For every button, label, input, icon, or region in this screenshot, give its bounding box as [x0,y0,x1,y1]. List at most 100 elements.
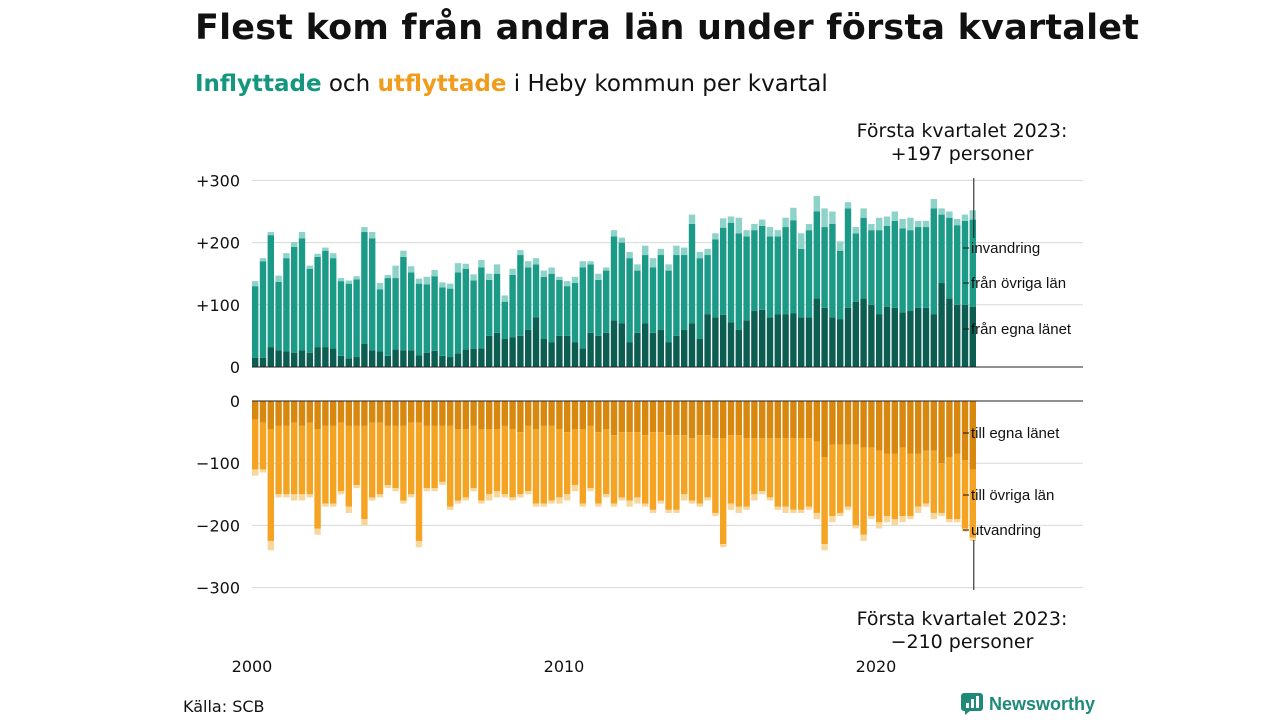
bar-in-segment [642,255,649,324]
bar-in-segment [782,217,789,228]
bar-out-segment [423,425,430,489]
bar-in-segment [275,350,282,367]
bar-out-segment [642,401,649,436]
bar-in-segment [415,278,423,284]
bar-out-segment [517,432,524,495]
bar-out-segment [579,503,586,507]
bar-in-segment [306,352,313,367]
bar-out-segment [618,401,625,433]
bar-in-segment [946,298,953,367]
bar-out-segment [743,401,750,439]
bar-out-segment [337,422,345,492]
bar-out-segment [283,401,290,426]
bar-out-segment [447,506,454,510]
bar-out-segment [259,469,267,473]
bar-out-segment [720,401,727,439]
bar-in-segment [291,352,298,367]
bar-out-segment [470,401,477,426]
bar-out-segment [314,401,321,429]
bar-out-segment [454,500,462,504]
bar-out-segment [688,401,696,439]
bar-in-segment [876,217,883,231]
bar-in-segment [688,223,696,324]
bar-out-segment [829,401,836,445]
bar-in-segment [275,281,282,351]
series-label-out: till övriga län [971,487,1054,504]
bar-out-segment [961,460,969,529]
bar-out-segment [392,425,399,489]
bar-in-segment [634,332,641,367]
bar-out-segment [634,401,641,433]
bar-in-segment [727,216,735,223]
bar-out-segment [392,488,399,492]
bar-in-segment [486,273,493,280]
bar-in-segment [696,251,703,259]
bar-in-segment [696,339,703,367]
bar-in-segment [509,337,516,367]
x-tick-label: 2020 [856,657,897,676]
bar-out-segment [798,509,805,513]
bar-in-segment [376,283,384,290]
bar-in-segment [400,256,407,351]
bar-in-segment [837,319,844,367]
bar-in-segment [556,335,563,367]
bar-in-segment [548,342,555,367]
bar-out-segment [603,401,610,429]
bar-in-segment [322,247,329,251]
bar-out-segment [782,438,789,507]
bar-in-segment [954,225,961,305]
bar-in-segment [345,280,352,284]
series-label-out: utvandring [971,522,1041,539]
bar-out-segment [415,540,423,548]
bar-out-segment [353,484,360,489]
bar-out-segment [345,506,352,513]
bar-in-segment [415,355,423,367]
bar-in-segment [868,223,875,231]
bar-out-segment [868,516,875,520]
chart-subtitle: Inflyttade och utflyttade i Heby kommun … [195,71,828,97]
y-tick-label-out: −200 [196,516,240,535]
brand[interactable]: Newsworthy [961,693,1095,715]
bar-in-segment [447,288,454,358]
bar-out-segment [517,401,524,433]
series-label-out: till egna länet [971,425,1060,442]
bar-out-segment [852,401,859,445]
bar-in-segment [603,270,610,333]
bar-out-segment [696,401,703,436]
bar-in-segment [782,227,789,315]
bar-in-segment [486,335,493,367]
bar-out-segment [899,401,906,448]
bar-in-segment [509,268,516,275]
bar-in-segment [610,230,618,237]
bar-out-segment [774,506,781,510]
bar-in-segment [813,298,820,367]
bar-in-segment [462,263,469,269]
bar-out-segment [564,432,571,495]
bar-in-segment [852,227,859,234]
bar-in-segment [876,230,883,315]
bar-out-segment [400,425,407,501]
bar-in-segment [283,258,290,352]
bar-out-segment [954,401,961,454]
bar-out-segment [283,494,290,498]
bar-in-segment [587,261,594,265]
bar-out-segment [454,401,462,429]
bar-in-segment [681,329,688,367]
bar-out-segment [883,453,891,517]
bar-in-segment [454,263,462,273]
bar-out-segment [712,512,719,517]
bar-out-segment [720,544,727,548]
bar-out-segment [369,422,376,498]
bar-in-segment [634,264,641,271]
bar-in-segment [501,295,508,302]
bar-in-segment [860,298,867,367]
bar-in-segment [696,258,703,340]
bar-out-segment [915,401,922,454]
bar-in-segment [907,217,914,231]
bar-out-segment [876,522,883,529]
bar-in-segment [852,301,859,367]
subtitle-and-word: och [321,71,378,97]
bar-in-segment [298,350,306,367]
bar-out-segment [798,438,805,510]
bar-in-segment [306,268,313,353]
